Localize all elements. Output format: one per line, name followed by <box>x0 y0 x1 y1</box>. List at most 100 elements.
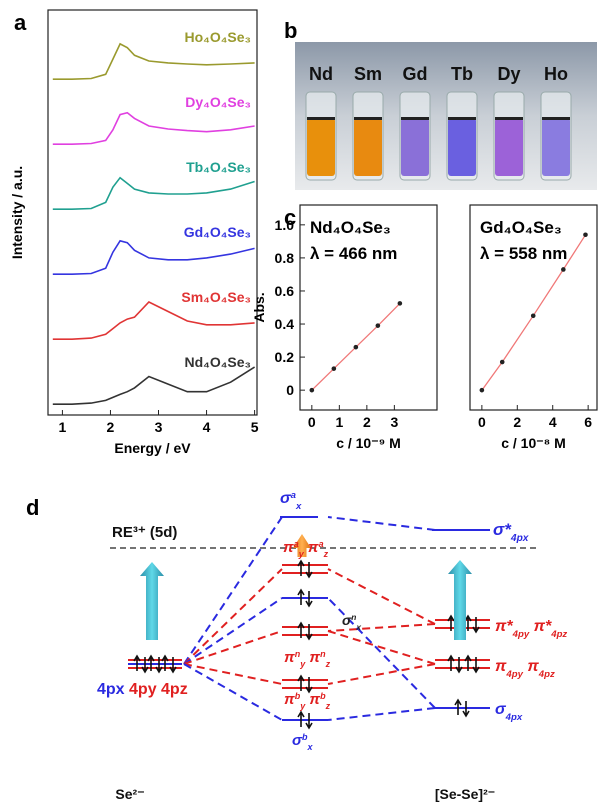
diagram-label: Se²⁻ <box>115 786 144 802</box>
label-part: 4px <box>505 712 523 723</box>
label-part: π <box>283 539 294 556</box>
electron-up <box>454 698 462 715</box>
electron-up <box>297 674 305 691</box>
x-tick-label: 1 <box>335 414 343 430</box>
label-part: σ <box>292 732 303 749</box>
label-part: y <box>299 701 306 711</box>
electron-down <box>305 677 313 694</box>
label-part: 4px <box>97 681 129 698</box>
connector <box>183 516 283 665</box>
label-part: 4pz <box>550 629 567 640</box>
electron-down <box>305 713 313 730</box>
panel-label: b <box>284 18 297 43</box>
vial-label: Tb <box>451 64 473 84</box>
label-part: π* <box>529 618 552 635</box>
electron-up <box>447 654 455 671</box>
diagram-label: [Se-Se]²⁻ <box>435 786 495 802</box>
data-point <box>397 301 403 306</box>
data-point <box>530 313 536 319</box>
electron-up <box>297 621 305 638</box>
series-label: Tb₄O₄Se₃ <box>186 159 251 175</box>
connector <box>327 630 436 665</box>
electron-down <box>155 657 163 674</box>
label-part: π <box>284 691 295 708</box>
label-part: y <box>299 659 306 669</box>
diagram-label: σbx <box>292 732 313 752</box>
spectrum-line <box>52 239 255 275</box>
connector <box>327 516 436 531</box>
chart-title: Nd₄O₄Se₃ <box>310 218 391 237</box>
electron-down <box>141 657 149 674</box>
x-axis-label: c / 10⁻⁸ M <box>501 435 566 451</box>
x-tick-label: 2 <box>107 419 115 435</box>
label-part: σ <box>280 490 292 507</box>
x-tick-label: 1 <box>59 419 67 435</box>
electron-up <box>297 588 305 605</box>
diagram-label: σ*4px <box>493 520 530 544</box>
diagram-label: πay πaz <box>283 539 329 559</box>
excitation-arrow <box>448 560 472 640</box>
y-axis-label: Abs. <box>251 292 267 322</box>
vial-liquid <box>401 118 429 176</box>
connector <box>183 663 283 721</box>
electron-down <box>455 657 463 674</box>
electron-down <box>472 657 480 674</box>
x-tick-label: 6 <box>584 414 592 430</box>
electron-up <box>133 654 141 671</box>
electron-down <box>169 657 177 674</box>
label-part: 4pz <box>538 669 555 680</box>
connector <box>327 568 436 625</box>
connector <box>183 630 283 665</box>
data-point <box>561 267 566 272</box>
electron-up <box>297 559 305 576</box>
series-label: Dy₄O₄Se₃ <box>185 94 251 110</box>
diagram-label: RE³⁺ (5d) <box>112 524 177 541</box>
series-label: Nd₄O₄Se₃ <box>185 354 252 370</box>
y-tick-label: 0.2 <box>275 349 295 365</box>
electron-up <box>297 710 305 727</box>
label-part: z <box>325 659 331 669</box>
diagram-label: σax <box>280 490 302 512</box>
label-part: π <box>523 658 539 675</box>
spectrum-line <box>52 176 255 210</box>
label-part: z <box>325 701 331 711</box>
label-part: 4py 4pz <box>129 681 188 698</box>
label-part: n <box>320 649 326 659</box>
label-part: π <box>304 539 319 556</box>
x-tick-label: 2 <box>363 414 371 430</box>
data-point <box>375 323 381 328</box>
panel-label: c <box>284 205 296 230</box>
label-part: π <box>284 649 295 666</box>
vial-liquid <box>354 118 382 176</box>
vial-liquid <box>495 118 523 176</box>
label-part: π <box>305 649 320 666</box>
electron-down <box>305 562 313 579</box>
label-part: a <box>294 539 299 549</box>
electron-down <box>305 591 313 608</box>
x-tick-label: 5 <box>251 419 259 435</box>
vial-liquid <box>448 118 476 176</box>
plot-frame <box>469 204 598 411</box>
diagram-label: σ4px <box>495 701 523 723</box>
vial-meniscus <box>307 117 335 120</box>
label-part: b <box>295 691 301 701</box>
spectrum-line <box>52 111 255 145</box>
vial-label: Ho <box>544 64 568 84</box>
data-point <box>353 344 359 350</box>
label-part: z <box>323 549 329 559</box>
chart-title: Gd₄O₄Se₃ <box>480 218 562 237</box>
electron-down <box>305 624 313 641</box>
label-part: 4px <box>510 533 530 544</box>
spectrum-line <box>52 42 255 80</box>
x-axis-label: Energy / eV <box>114 440 191 456</box>
label-part: x <box>355 622 361 632</box>
chart-subtitle: λ = 558 nm <box>480 244 567 263</box>
chart-subtitle: λ = 466 nm <box>310 244 397 263</box>
x-tick-label: 2 <box>513 414 521 430</box>
connector <box>183 663 283 685</box>
label-part: 4py <box>512 629 530 640</box>
connector <box>183 568 283 665</box>
vial-label: Gd <box>403 64 428 84</box>
diagram-label: 4px 4py 4pz <box>97 681 188 698</box>
